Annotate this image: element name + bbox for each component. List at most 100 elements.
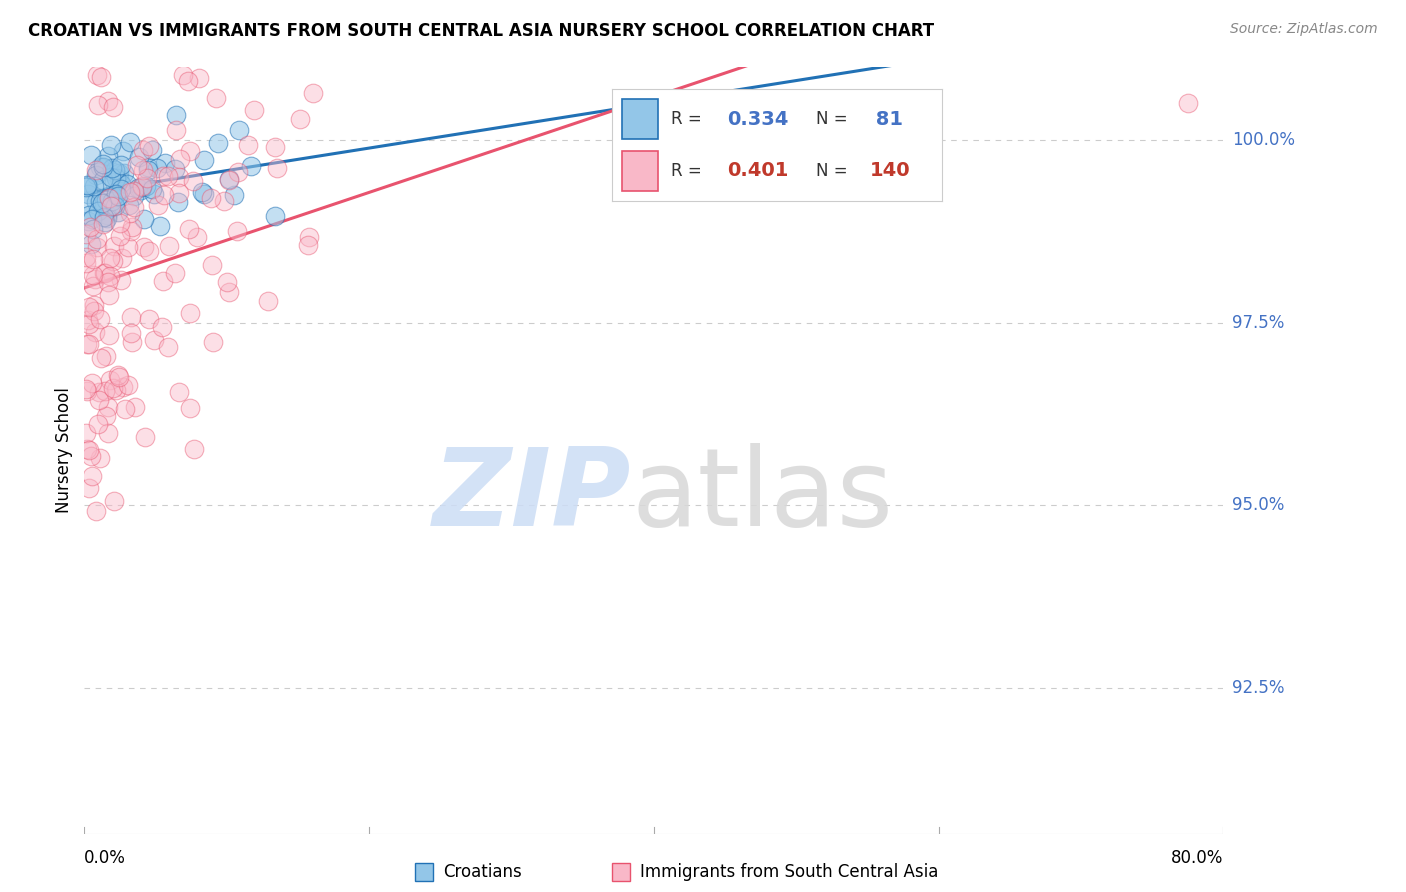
Point <box>167 384 190 399</box>
Point <box>120 326 142 340</box>
Point <box>297 237 319 252</box>
Point <box>90 351 112 366</box>
Text: CROATIAN VS IMMIGRANTS FROM SOUTH CENTRAL ASIA NURSERY SCHOOL CORRELATION CHART: CROATIAN VS IMMIGRANTS FROM SOUTH CENTRA… <box>28 22 934 40</box>
Point <box>86 163 108 178</box>
Point <box>152 274 174 288</box>
Point <box>76 178 98 193</box>
Point <box>101 165 124 179</box>
Point <box>86 239 108 253</box>
Point <box>98 373 121 387</box>
Point <box>79 219 101 234</box>
Point <box>193 153 215 167</box>
Point <box>105 189 128 203</box>
Point <box>120 310 142 324</box>
Point <box>163 162 186 177</box>
Point <box>157 238 180 252</box>
Point <box>108 369 131 384</box>
Point <box>201 259 224 273</box>
Point <box>97 400 120 414</box>
Point <box>112 380 135 394</box>
Point <box>298 230 321 244</box>
Text: 92.5%: 92.5% <box>1232 679 1284 697</box>
Point <box>218 285 240 299</box>
Point <box>222 188 245 202</box>
Point <box>87 385 110 400</box>
Point <box>177 222 200 236</box>
Point <box>86 204 108 219</box>
Text: Immigrants from South Central Asia: Immigrants from South Central Asia <box>640 863 938 881</box>
Point <box>103 494 125 508</box>
Point <box>121 219 143 234</box>
Text: Source: ZipAtlas.com: Source: ZipAtlas.com <box>1230 22 1378 37</box>
Point <box>100 161 122 176</box>
Point <box>97 149 120 163</box>
Point <box>76 336 98 351</box>
Point <box>87 393 110 408</box>
Point <box>149 219 172 233</box>
Text: 100.0%: 100.0% <box>1232 131 1295 149</box>
Point <box>91 157 114 171</box>
Text: Croatians: Croatians <box>443 863 522 881</box>
Point <box>76 384 98 398</box>
Point <box>77 313 100 327</box>
Point <box>96 409 118 423</box>
Point <box>84 325 107 339</box>
Point <box>187 70 209 85</box>
Point <box>97 188 120 202</box>
Point <box>104 199 127 213</box>
Point <box>240 159 263 173</box>
Point <box>80 236 103 251</box>
Point <box>82 279 104 293</box>
Point <box>82 252 104 266</box>
Point <box>217 275 239 289</box>
Point <box>79 300 101 314</box>
Point <box>110 273 132 287</box>
Point <box>104 383 127 397</box>
Point <box>112 165 135 179</box>
Point <box>86 195 108 210</box>
Point <box>82 221 104 235</box>
Point <box>132 212 155 227</box>
Point <box>110 251 132 265</box>
Point <box>108 229 131 244</box>
Point <box>172 68 194 82</box>
Point <box>117 378 139 392</box>
Point <box>150 320 173 334</box>
Point <box>86 165 108 179</box>
Point <box>104 171 127 186</box>
Point <box>138 311 160 326</box>
Point <box>142 334 165 348</box>
Point <box>82 468 104 483</box>
Point <box>124 188 146 202</box>
Point <box>77 179 100 194</box>
Point <box>97 275 120 289</box>
Point <box>94 215 117 229</box>
Point <box>193 187 215 202</box>
Point <box>186 230 208 244</box>
Point <box>129 183 152 197</box>
Point <box>103 197 125 211</box>
Point <box>141 181 163 195</box>
Point <box>97 94 120 108</box>
Point <box>118 206 141 220</box>
Point <box>77 482 100 496</box>
Text: atlas: atlas <box>631 443 893 549</box>
Point <box>75 256 97 270</box>
Point <box>84 271 107 285</box>
Point <box>75 383 97 397</box>
Point <box>1177 96 1199 111</box>
Text: 81: 81 <box>869 110 903 128</box>
Point <box>107 189 129 203</box>
Point <box>100 169 122 184</box>
Point <box>105 186 128 201</box>
Point <box>165 123 187 137</box>
Point <box>94 266 117 280</box>
Point <box>118 197 141 211</box>
Point <box>90 70 112 84</box>
Point <box>135 178 157 193</box>
Point <box>132 162 155 177</box>
Point <box>75 179 97 194</box>
Point <box>302 86 325 100</box>
Point <box>98 269 121 284</box>
Point <box>179 401 201 415</box>
